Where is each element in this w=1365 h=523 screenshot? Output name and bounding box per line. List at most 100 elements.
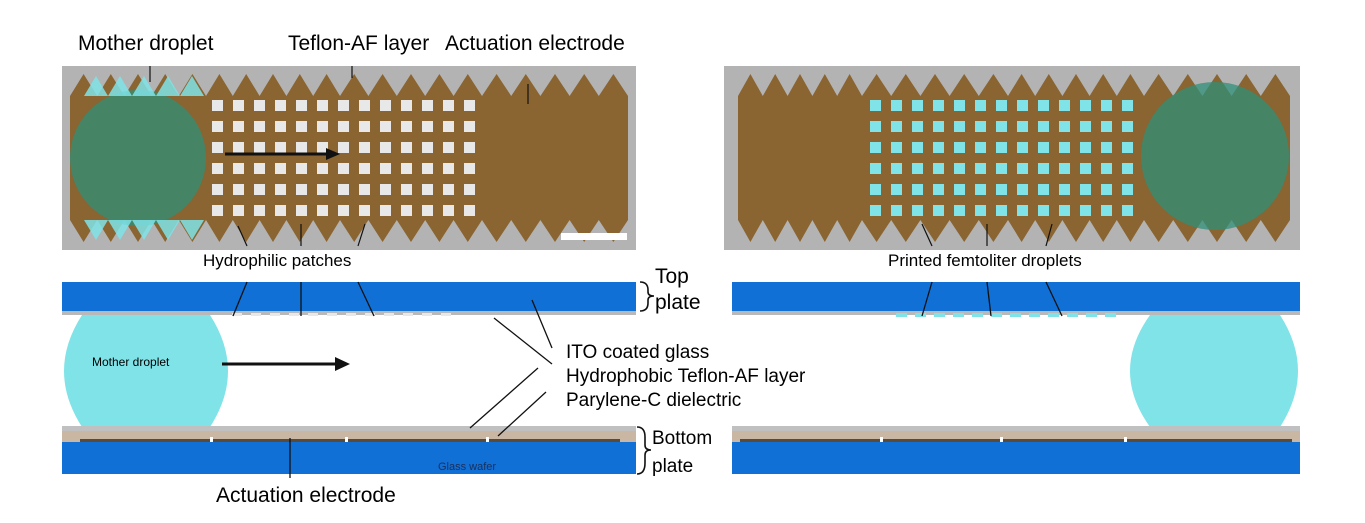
printed-droplet bbox=[870, 184, 881, 195]
printed-droplet bbox=[1080, 142, 1091, 153]
hydrophilic-patch bbox=[212, 205, 223, 216]
hydrophilic-patch bbox=[422, 205, 433, 216]
printed-droplet bbox=[870, 142, 881, 153]
hydrophilic-patch bbox=[464, 121, 475, 132]
hydrophilic-patch bbox=[380, 121, 391, 132]
label-parylene-c: Parylene-C dielectric bbox=[566, 390, 741, 411]
bottom-teflon-layer-right bbox=[732, 426, 1300, 431]
top-plate-glass bbox=[62, 282, 636, 311]
top-pointer-lines bbox=[149, 66, 1053, 247]
patch-dash bbox=[289, 313, 299, 316]
bottom-dielectric-layer-right bbox=[732, 431, 1300, 442]
printed-droplet bbox=[1122, 205, 1133, 216]
hydrophilic-patch bbox=[296, 142, 307, 153]
electrode-gap bbox=[1000, 437, 1003, 443]
electrode-pad bbox=[482, 74, 628, 242]
hydrophilic-patch bbox=[422, 163, 433, 174]
scale-bar bbox=[561, 233, 627, 240]
hydrophilic-patch bbox=[443, 121, 454, 132]
hydrophilic-patch bbox=[275, 121, 286, 132]
droplet-finger bbox=[156, 220, 180, 240]
printed-droplet bbox=[1080, 163, 1091, 174]
hydrophilic-patch bbox=[212, 163, 223, 174]
electrode-pad bbox=[1008, 74, 1144, 242]
droplet-finger bbox=[156, 76, 180, 96]
hydrophilic-patch bbox=[338, 163, 349, 174]
hydrophilic-patch bbox=[338, 142, 349, 153]
hydrophilic-patch bbox=[233, 142, 244, 153]
printed-droplet bbox=[1101, 184, 1112, 195]
printed-droplet-dash bbox=[1029, 313, 1040, 317]
hydrophilic-patch bbox=[317, 163, 328, 174]
printed-droplet bbox=[1101, 205, 1112, 216]
hydrophilic-patch bbox=[380, 184, 391, 195]
hydrophilic-patch bbox=[443, 205, 454, 216]
printed-droplet bbox=[1101, 163, 1112, 174]
printed-droplet bbox=[1080, 100, 1091, 111]
hydrophilic-patch bbox=[296, 100, 307, 111]
hydrophilic-patch bbox=[233, 184, 244, 195]
hydrophilic-patch bbox=[317, 184, 328, 195]
hydrophilic-patch bbox=[212, 121, 223, 132]
label-top-plate: plate bbox=[655, 291, 701, 314]
printed-droplet bbox=[1038, 184, 1049, 195]
droplet-finger bbox=[132, 220, 156, 240]
hydrophilic-patch bbox=[359, 142, 370, 153]
droplet-fingers bbox=[84, 76, 204, 240]
hydrophilic-patch bbox=[359, 163, 370, 174]
printed-droplet bbox=[975, 184, 986, 195]
hydrophilic-patch bbox=[254, 184, 265, 195]
top-plate-glass-right bbox=[732, 282, 1300, 311]
printed-droplet-dash bbox=[934, 313, 945, 317]
printed-droplet-dash bbox=[1067, 313, 1078, 317]
hydrophilic-patch bbox=[296, 163, 307, 174]
patch-dash bbox=[270, 313, 280, 316]
hydrophilic-patch bbox=[254, 205, 265, 216]
hydrophilic-patch bbox=[464, 184, 475, 195]
droplet-finger bbox=[180, 220, 204, 240]
hydrophilic-patch bbox=[422, 121, 433, 132]
patch-dash bbox=[403, 313, 413, 316]
hydrophilic-patch bbox=[275, 184, 286, 195]
printed-droplet bbox=[996, 121, 1007, 132]
printed-droplet bbox=[870, 205, 881, 216]
hydrophilic-patch bbox=[359, 205, 370, 216]
hydrophilic-patch bbox=[233, 121, 244, 132]
hydrophilic-patch bbox=[443, 142, 454, 153]
printed-droplet bbox=[975, 121, 986, 132]
label-mother-droplet: Mother droplet bbox=[78, 32, 214, 55]
printed-droplet bbox=[912, 163, 923, 174]
hydrophilic-patch bbox=[422, 100, 433, 111]
label-teflon-af-layer: Teflon-AF layer bbox=[288, 32, 429, 55]
patch-dash bbox=[422, 313, 432, 316]
printed-droplet bbox=[912, 142, 923, 153]
printed-droplet bbox=[891, 142, 902, 153]
cross-section-patches bbox=[232, 313, 451, 316]
printed-droplet bbox=[1059, 142, 1070, 153]
electrode-gaps bbox=[210, 437, 489, 443]
hydrophilic-patch bbox=[443, 184, 454, 195]
right-printed-droplets bbox=[870, 100, 1133, 216]
hydrophilic-patch bbox=[212, 100, 223, 111]
patch-dash bbox=[251, 313, 261, 316]
printed-droplet bbox=[954, 163, 965, 174]
mother-droplet-top-view bbox=[70, 90, 206, 226]
printed-droplet bbox=[1038, 205, 1049, 216]
droplet-finger bbox=[84, 76, 108, 96]
cross-section-pointer-lines bbox=[232, 281, 1063, 478]
hydrophilic-patch bbox=[275, 163, 286, 174]
printed-droplet-dash bbox=[1048, 313, 1059, 317]
label-hydrophilic-patches: Hydrophilic patches bbox=[203, 251, 351, 270]
printed-droplet bbox=[1017, 100, 1028, 111]
actuation-electrode-layer-right bbox=[740, 439, 1292, 442]
printed-droplet bbox=[954, 121, 965, 132]
electrode-pad bbox=[738, 74, 862, 242]
printed-droplet-dash bbox=[1010, 313, 1021, 317]
hydrophilic-patch bbox=[212, 142, 223, 153]
actuation-electrode-layer bbox=[80, 439, 620, 442]
label-top: Top bbox=[655, 265, 689, 288]
printed-droplet bbox=[933, 100, 944, 111]
printed-droplet bbox=[933, 142, 944, 153]
hydrophilic-patch bbox=[401, 100, 412, 111]
printed-droplet bbox=[1122, 142, 1133, 153]
